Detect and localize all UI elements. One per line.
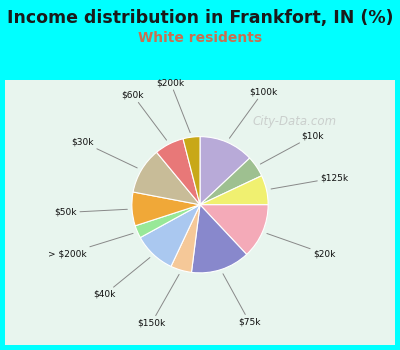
Text: $40k: $40k [94,258,150,299]
Wedge shape [140,205,200,266]
Text: $125k: $125k [271,173,348,189]
Wedge shape [200,176,268,205]
FancyBboxPatch shape [5,80,395,345]
Text: $50k: $50k [55,208,127,217]
Wedge shape [133,152,200,205]
Text: City-Data.com: City-Data.com [253,116,337,128]
Wedge shape [200,158,262,205]
Wedge shape [183,136,200,205]
Text: > $200k: > $200k [48,233,133,258]
Text: White residents: White residents [138,31,262,45]
Text: $75k: $75k [223,274,260,326]
Text: $30k: $30k [72,138,137,168]
Text: $60k: $60k [122,91,166,140]
Wedge shape [200,136,250,205]
Text: Income distribution in Frankfort, IN (%): Income distribution in Frankfort, IN (%) [7,9,393,27]
Wedge shape [171,205,200,272]
Text: $100k: $100k [230,88,277,138]
Text: $10k: $10k [260,131,324,164]
Text: $150k: $150k [138,274,179,327]
Wedge shape [156,139,200,205]
Wedge shape [192,205,247,273]
Text: $20k: $20k [267,233,335,258]
Text: $200k: $200k [156,78,190,133]
Wedge shape [132,192,200,226]
Wedge shape [200,205,268,254]
Wedge shape [135,205,200,238]
